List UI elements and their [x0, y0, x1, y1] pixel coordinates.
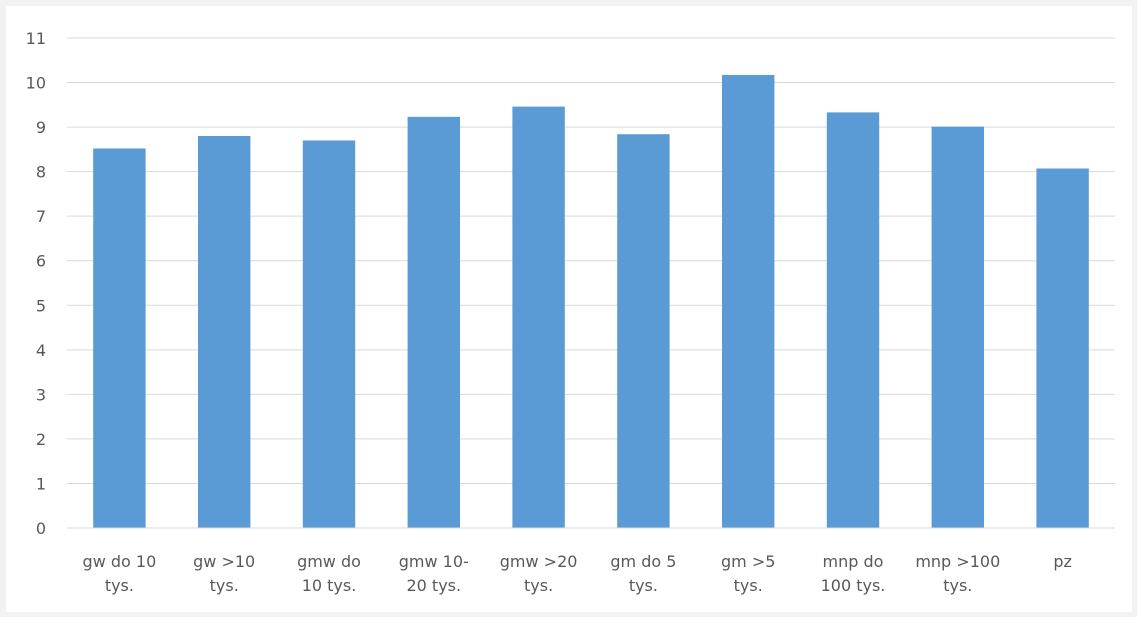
category-label: pz — [1053, 552, 1072, 571]
category-label-line: tys. — [734, 576, 763, 595]
category-label-line: 10 tys. — [302, 576, 357, 595]
category-label: gmw do 10 tys. — [297, 552, 361, 595]
bar — [1036, 168, 1089, 528]
y-tick-label: 6 — [36, 252, 46, 271]
bar — [93, 148, 146, 529]
category-label: gm do 5 tys. — [610, 552, 676, 595]
y-tick-label: 3 — [36, 385, 46, 404]
y-tick-label: 9 — [36, 118, 46, 137]
category-label: gmw >20 tys. — [500, 552, 578, 595]
category-label-line: gm do 5 — [610, 552, 676, 571]
category-label-line: tys. — [105, 576, 134, 595]
category-label-line: tys. — [210, 576, 239, 595]
category-label: mnp >100 tys. — [915, 552, 1000, 595]
category-label: gmw 10- 20 tys. — [399, 552, 469, 595]
category-label-line: tys. — [524, 576, 553, 595]
category-label-line: gmw 10- — [399, 552, 469, 571]
category-label: mnp do 100 tys. — [821, 552, 886, 595]
category-label-line: 100 tys. — [821, 576, 886, 595]
category-label-line: mnp >100 — [915, 552, 1000, 571]
bar — [198, 136, 251, 528]
category-label-line: mnp do — [823, 552, 884, 571]
y-tick-label: 2 — [36, 430, 46, 449]
category-label-line: gmw do — [297, 552, 361, 571]
y-tick-label: 0 — [36, 519, 46, 538]
category-label-line: pz — [1053, 552, 1072, 571]
category-label-line: gw >10 — [193, 552, 255, 571]
bar — [931, 126, 984, 529]
category-label-line: gw do 10 — [83, 552, 157, 571]
bar — [617, 134, 670, 528]
category-label: gw do 10 tys. — [83, 552, 157, 595]
category-label-line: tys. — [629, 576, 658, 595]
category-label-line: tys. — [943, 576, 972, 595]
y-tick-label: 4 — [36, 341, 46, 360]
category-label-line: gm >5 — [721, 552, 775, 571]
category-label: gm >5 tys. — [721, 552, 775, 595]
y-tick-label: 1 — [36, 474, 46, 493]
category-label-line: 20 tys. — [406, 576, 461, 595]
bars — [93, 74, 1089, 529]
category-label: gw >10 tys. — [193, 552, 255, 595]
category-labels: gw do 10 tys. gw >10 tys. gmw do 10 tys. gmw 1… — [83, 552, 1072, 595]
y-tick-label: 11 — [26, 29, 46, 48]
y-tick-label: 8 — [36, 163, 46, 182]
bar — [302, 140, 356, 529]
bar — [407, 116, 460, 528]
bar — [512, 106, 565, 528]
category-label-line: gmw >20 — [500, 552, 578, 571]
y-tick-label: 5 — [36, 296, 46, 315]
y-tick-label: 10 — [26, 74, 46, 93]
y-tick-label: 7 — [36, 207, 46, 226]
y-tick-labels: 0 1 2 3 4 5 6 7 8 9 10 11 — [26, 29, 46, 538]
bar — [826, 112, 880, 529]
bar — [722, 74, 775, 529]
